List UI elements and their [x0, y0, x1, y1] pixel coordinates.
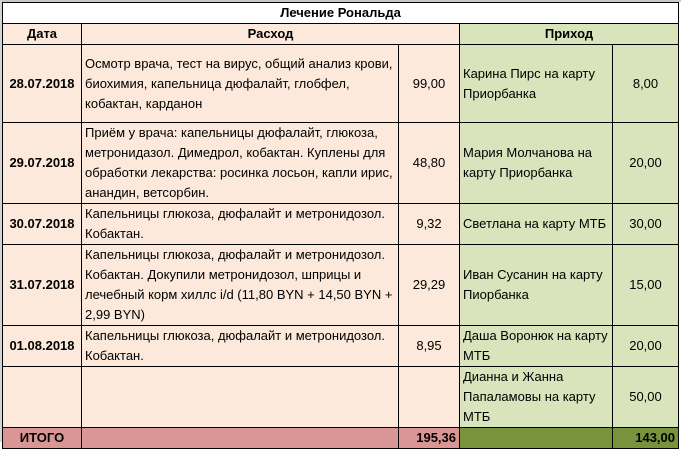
income-description-cell[interactable]: Карина Пирс на карту Приорбанка [459, 44, 613, 123]
expense-amount-cell[interactable]: 8,95 [398, 325, 460, 367]
header-row: Дата Расход Приход [2, 23, 679, 45]
income-amount-cell[interactable]: 30,00 [612, 203, 679, 245]
total-expense-spacer[interactable] [81, 427, 399, 449]
expense-description-cell[interactable]: Капельницы глюкоза, дюфалайт и метронидо… [81, 325, 399, 367]
expense-amount-cell[interactable]: 99,00 [398, 44, 460, 123]
total-label[interactable]: ИТОГО [2, 427, 82, 449]
sheet-top-gridline [0, 0, 681, 2]
income-description-cell[interactable]: Дианна и Жанна Папаламовы на карту МТБ [459, 366, 613, 428]
date-cell[interactable]: 31.07.2018 [2, 244, 82, 326]
table-row: Дианна и Жанна Папаламовы на карту МТБ 5… [2, 366, 679, 428]
expense-amount-cell[interactable] [398, 366, 460, 428]
date-cell[interactable]: 28.07.2018 [2, 44, 82, 123]
table-row: 31.07.2018 Капельницы глюкоза, дюфалайт … [2, 244, 679, 326]
date-cell[interactable]: 30.07.2018 [2, 203, 82, 245]
sheet-title[interactable]: Лечение Рональда [2, 2, 679, 24]
income-description-cell[interactable]: Иван Сусанин на карту Пиорбанка [459, 244, 613, 326]
table-row: 30.07.2018 Капельницы глюкоза, дюфалайт … [2, 203, 679, 245]
total-row: ИТОГО 195,36 143,00 [2, 427, 679, 449]
income-amount-cell[interactable]: 8,00 [612, 44, 679, 123]
income-amount-cell[interactable]: 15,00 [612, 244, 679, 326]
title-row: Лечение Рональда [2, 2, 679, 24]
expense-description-cell[interactable]: Капельницы глюкоза, дюфалайт и метронидо… [81, 244, 399, 326]
expense-amount-cell[interactable]: 9,32 [398, 203, 460, 245]
date-cell[interactable]: 01.08.2018 [2, 325, 82, 367]
total-expense-amount[interactable]: 195,36 [398, 427, 460, 449]
expense-description-cell[interactable]: Капельницы глюкоза, дюфалайт и метронидо… [81, 203, 399, 245]
table-row: 29.07.2018 Приём у врача: капельницы дюф… [2, 122, 679, 204]
income-amount-cell[interactable]: 20,00 [612, 122, 679, 204]
expense-description-cell[interactable]: Приём у врача: капельницы дюфалайт, глюк… [81, 122, 399, 204]
expense-description-cell[interactable] [81, 366, 399, 428]
header-expense[interactable]: Расход [81, 23, 460, 45]
income-description-cell[interactable]: Мария Молчанова на карту Приорбанка [459, 122, 613, 204]
expense-amount-cell[interactable]: 29,29 [398, 244, 460, 326]
table-row: 01.08.2018 Капельницы глюкоза, дюфалайт … [2, 325, 679, 367]
total-income-spacer[interactable] [459, 427, 613, 449]
header-income[interactable]: Приход [459, 23, 679, 45]
sheet-left-gridline [0, 0, 2, 442]
total-income-amount[interactable]: 143,00 [612, 427, 679, 449]
income-amount-cell[interactable]: 20,00 [612, 325, 679, 367]
date-cell[interactable]: 29.07.2018 [2, 122, 82, 204]
table-row: 28.07.2018 Осмотр врача, тест на вирус, … [2, 44, 679, 123]
income-description-cell[interactable]: Даша Воронюк на карту МТБ [459, 325, 613, 367]
income-description-cell[interactable]: Светлана на карту МТБ [459, 203, 613, 245]
header-date[interactable]: Дата [2, 23, 82, 45]
expense-description-cell[interactable]: Осмотр врача, тест на вирус, общий анали… [81, 44, 399, 123]
income-amount-cell[interactable]: 50,00 [612, 366, 679, 428]
date-cell[interactable] [2, 366, 82, 428]
expense-amount-cell[interactable]: 48,80 [398, 122, 460, 204]
